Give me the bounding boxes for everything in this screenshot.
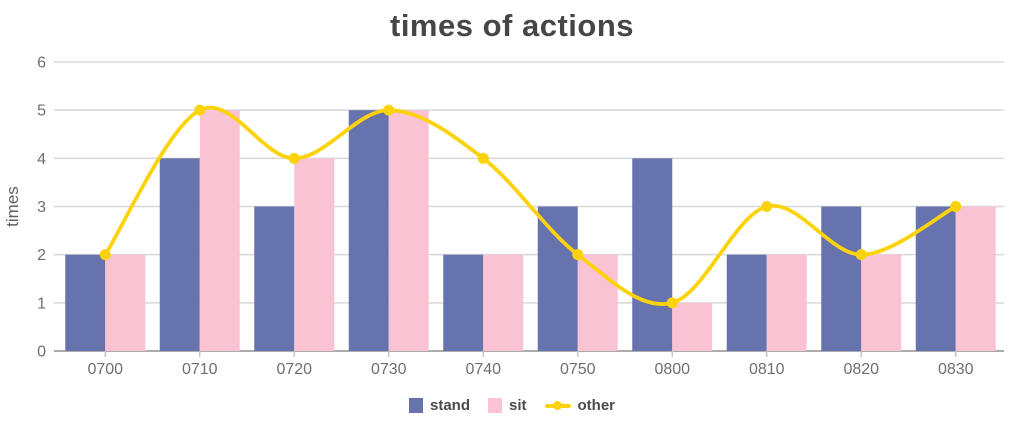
bar-sit-0830[interactable] <box>955 206 996 352</box>
point-other-0750[interactable] <box>572 249 584 261</box>
xtick-label-0720: 0720 <box>276 361 312 378</box>
ytick-label-1: 1 <box>37 295 46 312</box>
legend-label-other: other <box>577 397 616 414</box>
ytick-label-2: 2 <box>37 247 46 264</box>
bar-sit-0800[interactable] <box>672 302 713 351</box>
legend-marker-other <box>544 401 571 410</box>
legend-swatch-sit <box>488 398 502 413</box>
point-other-0710[interactable] <box>194 104 206 116</box>
bar-stand-0730[interactable] <box>348 110 389 351</box>
ytick-label-0: 0 <box>37 344 46 361</box>
xtick-label-0810: 0810 <box>749 361 785 378</box>
bar-stand-0800[interactable] <box>632 158 673 351</box>
legend-item-stand[interactable]: stand <box>408 397 470 414</box>
point-other-0800[interactable] <box>666 297 678 309</box>
legend-item-sit[interactable]: sit <box>488 397 527 414</box>
xtick-label-0740: 0740 <box>465 361 501 378</box>
xtick-label-0800: 0800 <box>654 361 690 378</box>
legend-item-other[interactable]: other <box>544 397 616 414</box>
point-other-0700[interactable] <box>99 249 111 261</box>
bar-stand-0740[interactable] <box>443 254 484 351</box>
legend-swatch-stand <box>408 398 423 413</box>
point-other-0720[interactable] <box>288 152 300 164</box>
bar-stand-0750[interactable] <box>537 206 578 352</box>
xtick-label-0730: 0730 <box>371 361 407 378</box>
bar-sit-0700[interactable] <box>105 254 146 351</box>
bar-sit-0740[interactable] <box>483 254 524 351</box>
xtick-label-0750: 0750 <box>560 361 596 378</box>
bar-sit-0810[interactable] <box>766 254 807 351</box>
line-other <box>103 105 958 306</box>
bar-stand-0700[interactable] <box>65 254 106 351</box>
ytick-label-3: 3 <box>37 199 46 216</box>
ytick-label-5: 5 <box>37 103 46 120</box>
bar-sit-0720[interactable] <box>294 158 335 351</box>
bar-stand-0710[interactable] <box>159 158 200 351</box>
xtick-label-0830: 0830 <box>938 361 974 378</box>
legend-label-stand: stand <box>429 397 470 414</box>
ytick-label-4: 4 <box>37 151 46 168</box>
point-other-0740[interactable] <box>477 152 489 164</box>
bar-sit-0820[interactable] <box>861 254 902 351</box>
legend-marker-dot <box>553 401 563 410</box>
point-other-0820[interactable] <box>855 249 867 261</box>
legend-label-sit: sit <box>509 397 527 414</box>
bar-stand-0720[interactable] <box>254 206 295 352</box>
bar-sit-0710[interactable] <box>199 110 240 351</box>
point-other-0830[interactable] <box>950 201 962 212</box>
xtick-label-0820: 0820 <box>843 361 879 378</box>
xtick-label-0710: 0710 <box>182 361 218 378</box>
point-other-0810[interactable] <box>761 201 773 212</box>
bar-stand-0810[interactable] <box>726 254 767 351</box>
ytick-label-6: 6 <box>37 55 46 72</box>
chart-legend: stand sit other <box>0 397 1024 414</box>
point-other-0730[interactable] <box>383 104 395 116</box>
chart-title: times of actions <box>390 8 634 43</box>
y-axis-title: times <box>3 186 22 227</box>
bar-stand-0820[interactable] <box>821 206 862 352</box>
bar-sit-0730[interactable] <box>388 110 429 351</box>
xtick-label-0700: 0700 <box>87 361 123 378</box>
